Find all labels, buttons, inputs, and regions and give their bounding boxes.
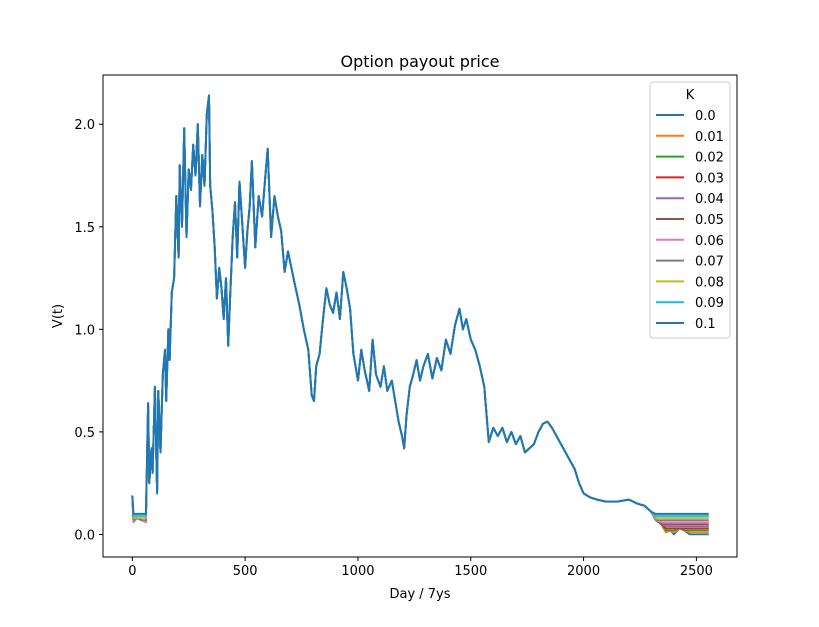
legend-label: 0.07 xyxy=(695,255,724,270)
legend-title: K xyxy=(686,88,695,103)
legend: K 0.00.010.020.030.040.050.060.070.080.0… xyxy=(649,81,731,339)
legend-label: 0.1 xyxy=(695,317,716,332)
legend-box xyxy=(649,81,731,339)
legend-label: 0.06 xyxy=(695,234,724,249)
x-axis: 0 500 1000 1500 2000 2500 xyxy=(128,557,713,579)
y-tick-label: 1.0 xyxy=(74,323,95,338)
legend-label: 0.03 xyxy=(695,171,724,186)
x-tick-label: 2500 xyxy=(680,564,713,579)
legend-label: 0.09 xyxy=(695,296,724,311)
legend-label: 0.01 xyxy=(695,130,724,145)
legend-label: 0.08 xyxy=(695,275,724,290)
x-tick-label: 2000 xyxy=(567,564,600,579)
y-tick-label: 1.5 xyxy=(74,221,95,236)
legend-label: 0.02 xyxy=(695,151,724,166)
series-layer xyxy=(131,94,709,536)
x-tick-label: 500 xyxy=(233,564,258,579)
x-tick-label: 1000 xyxy=(341,564,374,579)
x-axis-label: Day / 7ys xyxy=(389,587,450,602)
legend-entries: 0.0 0.01 0.02 0.03 0.04 0.05 0.06 0.07 0.08 0.09 0… xyxy=(656,109,724,332)
x-tick-label: 0 xyxy=(128,564,136,579)
legend-label: 0.04 xyxy=(695,192,724,207)
plot-area-frame xyxy=(102,74,738,558)
legend-label: 0.0 xyxy=(695,109,716,124)
y-tick-label: 2.0 xyxy=(74,118,95,133)
legend-label: 0.05 xyxy=(695,213,724,228)
y-tick-label: 0.5 xyxy=(74,426,95,441)
chart-title: Option payout price xyxy=(340,52,499,71)
y-axis: 0.0 0.5 1.0 1.5 2.0 xyxy=(74,118,103,543)
x-tick-label: 1500 xyxy=(454,564,487,579)
y-axis-label: V(t) xyxy=(51,304,66,328)
y-tick-label: 0.0 xyxy=(74,528,95,543)
series-line-k-0-1 xyxy=(131,94,709,515)
